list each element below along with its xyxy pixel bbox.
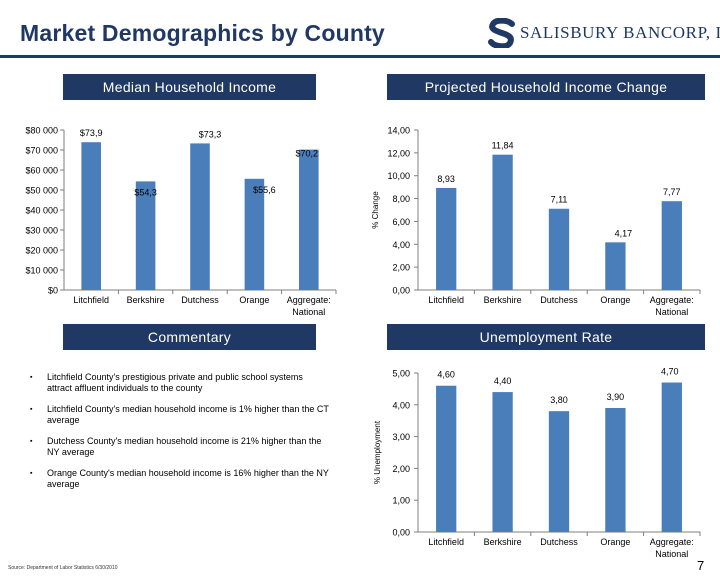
bar — [436, 187, 457, 290]
y-tick-label: $0 — [48, 286, 58, 296]
y-tick-label: 2,00 — [392, 263, 410, 273]
bar — [190, 143, 210, 290]
data-label: 4,40 — [494, 376, 512, 386]
x-tick-label: Berkshire — [484, 295, 522, 305]
y-tick-label: 6,00 — [392, 217, 410, 227]
y-tick-label: 4,00 — [392, 240, 410, 250]
data-label: $55,6 — [253, 185, 276, 195]
y-tick-label: $50 000 — [25, 186, 58, 196]
data-label: 4,60 — [437, 370, 455, 380]
y-tick-label: 5,00 — [392, 369, 410, 379]
y-tick-label: $30 000 — [25, 226, 58, 236]
unemployment-band: Unemployment Rate — [387, 324, 705, 350]
x-tick-label: Berkshire — [127, 295, 165, 305]
bar — [244, 178, 265, 290]
projected-change-band: Projected Household Income Change — [387, 74, 705, 100]
brand-name: SALISBURY BANCORP, INC. — [520, 23, 720, 42]
commentary-list: ▪ Litchfield County's prestigious privat… — [30, 372, 330, 500]
bar — [299, 149, 319, 290]
x-tick-label: Litchfield — [428, 537, 464, 547]
bar — [661, 382, 682, 532]
bullet-icon: ▪ — [30, 406, 33, 413]
commentary-item: ▪ Dutchess County's median household inc… — [30, 436, 322, 457]
y-tick-label: 2,00 — [392, 464, 410, 474]
x-tick-label: Aggregate: — [650, 537, 694, 547]
y-tick-label: 10,00 — [387, 171, 410, 181]
y-tick-label: $70 000 — [25, 146, 58, 156]
commentary-band: Commentary — [63, 324, 316, 350]
x-tick-label: Dutchess — [540, 537, 578, 547]
x-tick-label: Aggregate: — [287, 295, 331, 305]
y-tick-label: 8,00 — [392, 194, 410, 204]
y-tick-label: $10 000 — [25, 266, 58, 276]
data-label: 3,90 — [607, 392, 625, 402]
page-number: 7 — [697, 558, 705, 573]
data-label: 4,70 — [661, 367, 679, 377]
commentary-item: ▪ Litchfield County's prestigious privat… — [30, 372, 303, 393]
y-tick-label: $20 000 — [25, 246, 58, 256]
brand-logo: SALISBURY BANCORP, INC. — [488, 17, 720, 50]
bar — [548, 411, 570, 532]
x-tick-label: Orange — [600, 537, 630, 547]
x-tick-label: Aggregate: — [650, 295, 694, 305]
bullet-icon: ▪ — [30, 374, 33, 381]
bar — [661, 201, 682, 290]
data-label: 3,80 — [550, 395, 568, 405]
salisbury-s-icon — [488, 17, 515, 50]
bar — [605, 407, 626, 532]
median-income-band: Median Household Income — [63, 74, 316, 100]
x-tick-label: National — [655, 307, 688, 317]
commentary-item: ▪ Litchfield County's median household i… — [30, 404, 329, 425]
y-tick-label: $60 000 — [25, 166, 58, 176]
x-tick-label: Dutchess — [540, 295, 578, 305]
data-label: 7,11 — [551, 195, 568, 205]
bar — [492, 154, 513, 290]
x-tick-label: Litchfield — [428, 295, 464, 305]
data-label: 4,17 — [615, 228, 633, 238]
data-label: $73,3 — [199, 129, 222, 139]
y-tick-label: 14,00 — [387, 126, 410, 136]
x-tick-label: Litchfield — [73, 295, 109, 305]
page-title: Market Demographics by County — [20, 20, 385, 46]
data-label: $70,2 — [296, 149, 319, 159]
commentary-item: ▪ Orange County's median household incom… — [30, 468, 329, 489]
x-tick-label: National — [655, 549, 688, 559]
y-tick-label: 3,00 — [392, 432, 410, 442]
y-axis-title: % Unemployment — [373, 420, 382, 484]
y-tick-label: 0,00 — [392, 528, 410, 538]
y-tick-label: 0,00 — [392, 286, 410, 296]
bar — [605, 242, 626, 290]
y-tick-label: 4,00 — [392, 400, 410, 410]
bullet-icon: ▪ — [30, 438, 33, 445]
y-tick-label: 12,00 — [387, 148, 410, 158]
x-tick-label: Orange — [600, 295, 630, 305]
data-label: 8,93 — [437, 174, 455, 184]
bar — [548, 208, 570, 290]
bar — [135, 181, 156, 290]
x-tick-label: Dutchess — [181, 295, 219, 305]
header-rule — [0, 55, 720, 58]
bar — [436, 385, 457, 532]
bar — [492, 392, 513, 532]
bar — [81, 142, 101, 290]
source-note: Source: Department of Labor Statistics 6… — [8, 565, 118, 571]
data-label: 7,77 — [663, 187, 681, 197]
y-axis-title: % Change — [371, 191, 380, 229]
x-tick-label: National — [292, 307, 325, 317]
y-tick-label: $80 000 — [25, 126, 58, 136]
x-tick-label: Berkshire — [484, 537, 522, 547]
data-label: 11,84 — [492, 141, 514, 151]
bullet-icon: ▪ — [30, 470, 33, 477]
data-label: $54,3 — [134, 187, 157, 197]
data-label: $73,9 — [80, 128, 103, 138]
x-tick-label: Orange — [239, 295, 269, 305]
y-tick-label: $40 000 — [25, 206, 58, 216]
y-tick-label: 1,00 — [392, 496, 410, 506]
